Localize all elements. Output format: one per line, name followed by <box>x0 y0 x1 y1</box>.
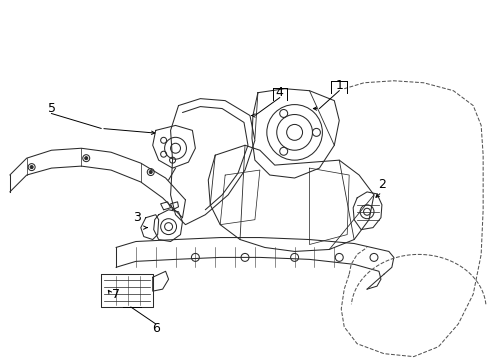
Text: 1: 1 <box>335 79 343 92</box>
Text: 5: 5 <box>47 102 55 115</box>
Text: 4: 4 <box>275 86 283 99</box>
Circle shape <box>149 171 152 174</box>
Circle shape <box>30 166 33 168</box>
Circle shape <box>84 157 87 159</box>
Text: 7: 7 <box>112 288 120 301</box>
Text: 3: 3 <box>133 211 141 224</box>
Text: 6: 6 <box>151 322 159 336</box>
Text: 2: 2 <box>377 179 385 192</box>
